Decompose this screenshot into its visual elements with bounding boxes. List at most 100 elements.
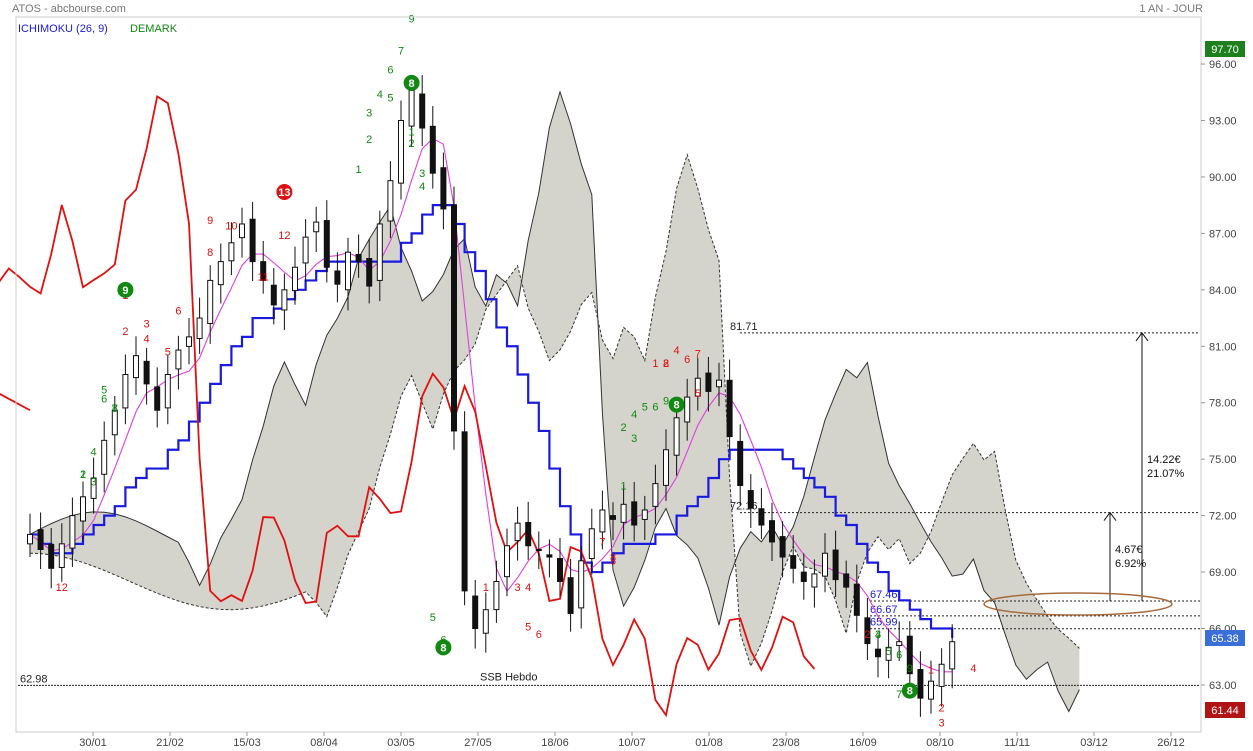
candle-body <box>641 509 648 520</box>
x-tick-label: 01/08 <box>695 737 723 749</box>
x-tick-label: 26/12 <box>1157 737 1185 749</box>
demark-green-label: 3 <box>419 168 425 180</box>
candle-body <box>578 560 585 609</box>
demark-legend: DEMARK <box>130 23 178 35</box>
candle-body <box>546 554 553 558</box>
demark-red-label: 7 <box>695 349 701 361</box>
candle <box>906 621 913 695</box>
kijun-line <box>30 204 954 638</box>
demark-green-label: 9 <box>907 663 913 675</box>
candle <box>557 538 563 597</box>
candle <box>493 560 500 623</box>
x-tick-label: 10/07 <box>618 737 646 749</box>
demark-badge-label: 13 <box>278 187 290 199</box>
candle <box>217 243 224 304</box>
y-tick-label: 90.00 <box>1209 172 1237 184</box>
candle-body <box>949 641 956 670</box>
demark-green-label: 6 <box>652 401 658 413</box>
candle <box>588 508 595 575</box>
candle-body <box>302 236 309 264</box>
candle <box>875 635 881 678</box>
demark-red-label: 4 <box>970 663 976 675</box>
demark-badge <box>117 281 134 298</box>
candle <box>398 100 404 200</box>
candle-body <box>239 223 245 239</box>
candle-body <box>228 242 235 262</box>
candle-body <box>58 543 65 569</box>
demark-badge-label: 8 <box>409 78 415 90</box>
level-label: 81.71 <box>730 321 758 333</box>
demark-red-label: 1 <box>928 665 934 677</box>
candle <box>514 506 521 561</box>
x-tick-label: 03/05 <box>387 737 415 749</box>
demark-badge <box>403 74 420 91</box>
candle-body <box>885 646 892 661</box>
candle-body <box>429 125 436 174</box>
demark-red-label: 3 <box>939 717 945 729</box>
demark-badge <box>668 396 685 413</box>
candle-body <box>292 266 298 292</box>
demark-green-label: 9 <box>409 14 415 26</box>
demark-green-label: 7 <box>896 689 902 701</box>
demark-green-label: 4 <box>631 409 637 421</box>
candle <box>811 559 818 608</box>
candle-body <box>143 360 150 385</box>
candle <box>567 558 574 632</box>
candle-body <box>588 528 595 560</box>
candle <box>949 624 956 689</box>
target-arrow-head <box>1135 332 1149 342</box>
x-tick-label: 08/10 <box>926 737 954 749</box>
last-price-label: 65.38 <box>1211 633 1239 645</box>
y-tick-label: 72.00 <box>1209 511 1237 523</box>
demark-green-label: 1 <box>356 164 362 176</box>
candle <box>779 521 786 578</box>
candle-body <box>164 374 171 409</box>
candle <box>90 457 97 514</box>
target-amount: 14.22€ <box>1147 454 1181 466</box>
candle <box>323 200 330 283</box>
candle <box>853 564 860 633</box>
candle <box>313 206 320 253</box>
indicator-lines <box>0 94 954 718</box>
candle-body <box>366 257 373 287</box>
demark-labels: 9764532112345678412356123456956794312123… <box>56 14 977 730</box>
candle <box>631 481 638 542</box>
candle-body <box>896 641 903 647</box>
highlight-ellipse <box>983 592 1173 616</box>
level-label: 65.99 <box>870 617 898 629</box>
candle <box>419 75 426 147</box>
candle-body <box>334 270 341 285</box>
candle <box>832 530 839 598</box>
candle-body <box>419 93 426 129</box>
candle <box>578 546 585 629</box>
candle-body <box>800 571 807 582</box>
candle-body <box>482 609 489 634</box>
candle-body <box>747 490 754 509</box>
candle <box>885 628 892 679</box>
demark-green-label: 9 <box>663 396 669 408</box>
candle-body <box>758 508 765 526</box>
candle <box>207 265 214 344</box>
candle-body <box>313 221 320 233</box>
candle <box>843 560 850 608</box>
chart-title: ATOS - abcbourse.com <box>12 3 126 15</box>
demark-red-label: 3 <box>144 318 150 330</box>
demark-green-label: 6 <box>387 64 393 76</box>
candle <box>864 597 871 661</box>
candle-body <box>69 515 76 549</box>
candle-body <box>355 253 362 263</box>
candle <box>143 348 150 405</box>
demark-badge <box>435 639 452 656</box>
demark-red-label: 11 <box>257 271 268 283</box>
x-tick-label: 18/06 <box>541 737 569 749</box>
chikou-line <box>0 94 816 718</box>
candle-body <box>387 180 394 222</box>
level-note: SSB Hebdo <box>480 671 537 683</box>
candle-body <box>694 377 701 397</box>
candle <box>663 429 669 501</box>
candle-body <box>917 669 924 699</box>
candle <box>461 411 468 606</box>
candle <box>769 502 775 561</box>
candle-body <box>408 89 415 127</box>
ichimoku-legend: ICHIMOKU (26, 9) <box>18 23 108 35</box>
